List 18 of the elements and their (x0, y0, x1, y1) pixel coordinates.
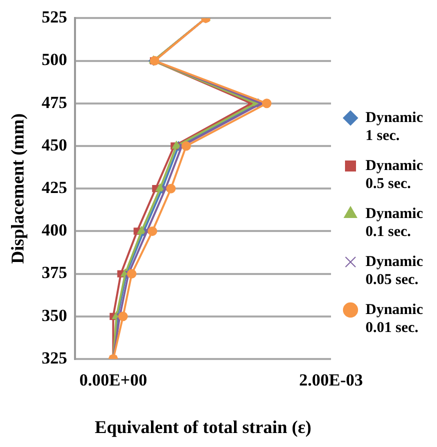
x-tick-label: 2.00E-03 (299, 370, 363, 390)
y-tick-label: 425 (42, 178, 68, 197)
y-tick-label: 500 (42, 50, 68, 70)
x-tick-label: 0.00E+00 (79, 370, 148, 390)
legend-label: Dynamic 0.5 sec. (366, 158, 424, 192)
x-axis-title: Equivalent of total strain (ε) (94, 416, 312, 437)
y-tick-label: 525 (42, 8, 68, 27)
y-tick-label: 400 (42, 220, 68, 240)
legend-label: Dynamic 0.1 sec. (366, 206, 424, 240)
y-tick-label: 325 (42, 348, 68, 368)
legend-label: Dynamic 1 sec. (366, 110, 424, 144)
legend-label: Dynamic 0.01 sec. (366, 302, 424, 336)
y-tick-label: 475 (42, 92, 68, 112)
legend-label: Dynamic 0.05 sec. (366, 254, 424, 288)
y-tick-label: 450 (42, 135, 68, 154)
y-tick-label: 350 (42, 306, 68, 325)
y-axis-title: Displacement (mm) (7, 113, 28, 264)
y-tick-label: 375 (42, 263, 68, 282)
